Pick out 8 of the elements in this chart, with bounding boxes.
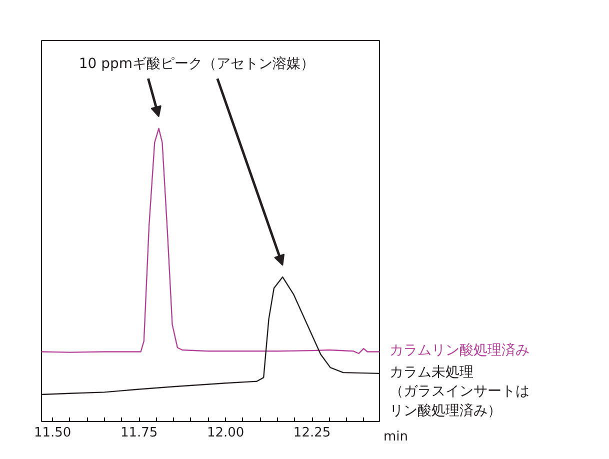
series-label: カラムリン酸処理済み xyxy=(390,342,530,359)
x-tick-label: 12.25 xyxy=(293,426,331,440)
series-label: カラム未処理（ガラスインサートはリン酸処理済み） xyxy=(390,364,530,419)
x-tick-label: 12.00 xyxy=(206,426,244,440)
x-tick-label: 11.75 xyxy=(120,426,158,440)
text: 10 ppmギ酸ピーク（アセトン溶媒） xyxy=(78,56,315,72)
x-axis-title: min xyxy=(384,430,408,444)
x-tick-label: 11.50 xyxy=(34,426,72,440)
